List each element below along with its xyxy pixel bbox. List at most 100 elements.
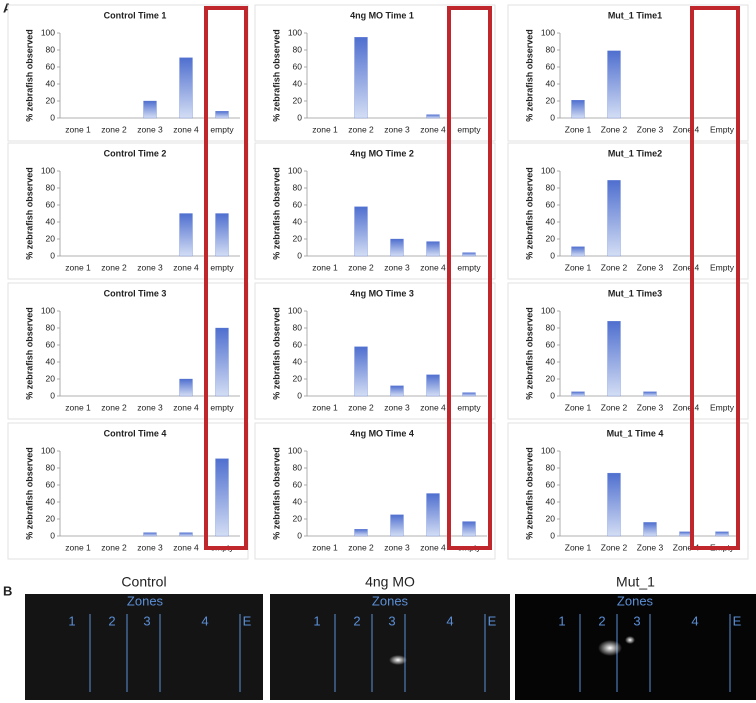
x-tick-label: empty [457, 124, 481, 134]
chart-frame [7, 142, 249, 280]
y-tick-label: 0 [550, 530, 555, 540]
y-axis-label: % zebrafish observed [271, 307, 281, 400]
x-tick-label: zone 2 [348, 124, 374, 134]
chart-frame [507, 4, 749, 142]
x-tick-label: empty [210, 262, 234, 272]
bar [354, 346, 368, 397]
x-tick-label: Zone 3 [637, 124, 664, 134]
y-tick-label: 40 [546, 496, 556, 506]
x-tick-label: zone 2 [101, 262, 127, 272]
y-tick-label: 80 [46, 462, 56, 472]
chart: Control Time 1 % zebrafish observed 0 20 40 6… [7, 4, 249, 142]
zone-label: E [733, 613, 742, 628]
y-tick-label: 80 [546, 322, 556, 332]
y-tick-label: 80 [293, 322, 303, 332]
y-tick-label: 40 [293, 356, 303, 366]
y-axis-label: % zebrafish observed [524, 29, 534, 122]
y-tick-label: 40 [46, 216, 56, 226]
zone-label: 1 [313, 613, 320, 628]
chart: 4ng MO Time 1 % zebrafish observed 0 20 40 60… [254, 4, 496, 142]
y-tick-label: 60 [293, 61, 303, 71]
x-tick-label: zone 2 [348, 402, 374, 412]
chart-frame [7, 4, 249, 142]
y-tick-label: 20 [46, 513, 56, 523]
zone-label: 4 [201, 613, 208, 628]
y-tick-label: 20 [546, 513, 556, 523]
zone-label: 1 [558, 613, 565, 628]
chart-frame [254, 142, 496, 280]
x-tick-label: zone 3 [137, 542, 163, 552]
y-tick-label: 0 [550, 390, 555, 400]
y-axis-label: % zebrafish observed [271, 447, 281, 540]
y-tick-label: 100 [41, 27, 55, 37]
bar [179, 57, 193, 119]
zone-label: 1 [68, 613, 75, 628]
y-tick-label: 0 [50, 530, 55, 540]
y-tick-label: 0 [297, 390, 302, 400]
x-tick-label: Zone 2 [601, 402, 628, 412]
bar [571, 246, 585, 257]
bar [571, 391, 585, 397]
chart: 4ng MO Time 2 % zebrafish observed 0 20 40 60… [254, 142, 496, 280]
bar [607, 472, 621, 537]
chart-frame [7, 422, 249, 560]
chart: Mut_1 Time1 % zebrafish observed 0 20 40 60 80… [507, 4, 749, 142]
image [270, 594, 510, 700]
chart-title: 4ng MO Time 4 [350, 428, 414, 438]
y-tick-label: 60 [546, 199, 556, 209]
chart-title: Mut_1 Time 4 [607, 428, 664, 438]
x-tick-label: zone 4 [173, 402, 199, 412]
x-tick-label: Zone 4 [673, 262, 700, 272]
zones-label: Zones [127, 593, 164, 608]
x-tick-label: zone 3 [384, 124, 410, 134]
y-tick-label: 20 [546, 373, 556, 383]
zones-label: Zones [372, 593, 409, 608]
y-tick-label: 20 [293, 513, 303, 523]
zone-label: 4 [691, 613, 698, 628]
bar [354, 37, 368, 119]
zone-label: 2 [353, 613, 360, 628]
chart-title: Mut_1 Time1 [608, 10, 662, 20]
chart: 4ng MO Time 3 % zebrafish observed 0 20 40 60… [254, 282, 496, 420]
y-tick-label: 100 [541, 165, 555, 175]
bar [643, 391, 657, 397]
y-tick-label: 40 [46, 496, 56, 506]
bar [426, 493, 440, 537]
zone-label: E [488, 613, 497, 628]
x-tick-label: zone 2 [101, 402, 127, 412]
y-tick-label: 100 [288, 165, 302, 175]
x-tick-label: empty [457, 262, 481, 272]
bar [607, 180, 621, 257]
y-tick-label: 60 [546, 479, 556, 489]
y-axis-label: % zebrafish observed [271, 167, 281, 260]
y-tick-label: 40 [46, 356, 56, 366]
x-tick-label: Zone 1 [565, 262, 592, 272]
bar [390, 514, 404, 537]
x-tick-label: empty [210, 402, 234, 412]
y-tick-label: 60 [546, 339, 556, 349]
zone-label: 3 [633, 613, 640, 628]
bar [215, 111, 229, 119]
chart-title: Mut_1 Time3 [608, 288, 662, 298]
x-tick-label: Zone 2 [601, 262, 628, 272]
x-tick-label: Zone 2 [601, 124, 628, 134]
chart: Control Time 3 % zebrafish observed 0 20 40 6… [7, 282, 249, 420]
y-tick-label: 0 [297, 112, 302, 122]
zone-label: 2 [598, 613, 605, 628]
bar [215, 327, 229, 397]
y-tick-label: 40 [546, 356, 556, 366]
x-tick-label: zone 4 [173, 124, 199, 134]
chart: Control Time 4 % zebrafish observed 0 20 40 6… [7, 422, 249, 560]
highlight-box [447, 6, 492, 550]
image-title: Mut_1 [616, 574, 655, 590]
chart-frame [254, 422, 496, 560]
y-tick-label: 0 [297, 530, 302, 540]
bar [462, 252, 476, 257]
y-tick-label: 20 [546, 95, 556, 105]
y-tick-label: 100 [41, 165, 55, 175]
y-tick-label: 100 [41, 445, 55, 455]
y-tick-label: 80 [546, 182, 556, 192]
panel-label: B [3, 583, 12, 598]
x-tick-label: zone 3 [384, 402, 410, 412]
